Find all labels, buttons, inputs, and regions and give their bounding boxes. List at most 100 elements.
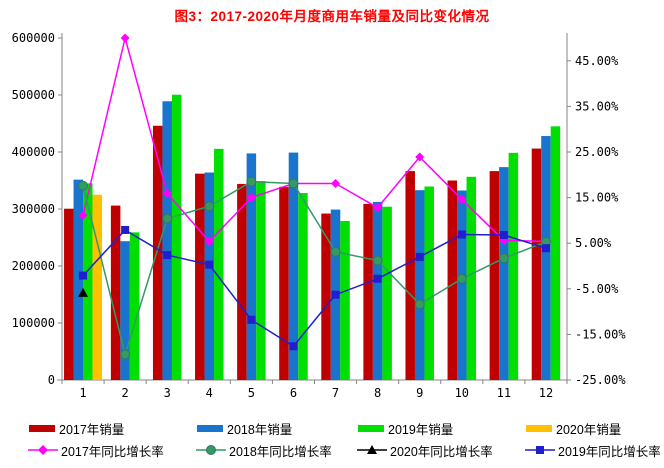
bar-2017年销量 (531, 148, 542, 380)
bar-2019年销量 (214, 148, 224, 380)
x-axis-tick-label: 4 (206, 386, 213, 400)
right-axis-tick-label: 5.00% (575, 236, 612, 250)
marker-diamond (373, 203, 383, 213)
x-axis-tick-label: 3 (164, 386, 171, 400)
marker-square (331, 290, 340, 299)
legend-item-2018年销量: 2018年销量 (196, 421, 293, 437)
marker-circle (204, 201, 215, 212)
marker-circle (456, 273, 467, 284)
marker-diamond (162, 188, 172, 198)
bar-2019年销量 (466, 176, 477, 380)
marker-diamond (78, 210, 88, 220)
bar-2018年销量 (120, 241, 130, 380)
legend-item-2017年同比增长率: 2017年同比增长率 (28, 443, 164, 459)
bar-2019年销量 (382, 206, 392, 380)
chart-plot-area: 0 100000 200000 300000 400000 500000 600000 -25… (12, 31, 627, 400)
legend-item-2019年同比增长率: 2019年同比增长率 (525, 443, 661, 459)
legend-label: 2018年销量 (227, 422, 293, 437)
x-axis-tick-label: 9 (416, 386, 423, 400)
marker-diamond (331, 178, 341, 188)
marker-square (79, 271, 88, 280)
legend-item-2018年同比增长率: 2018年同比增长率 (196, 443, 332, 459)
marker-diamond (246, 193, 256, 203)
marker-diamond (415, 152, 425, 162)
x-axis-tick-label: 7 (332, 386, 339, 400)
bar-2020年销量 (92, 194, 103, 380)
legend-line-swatch (357, 445, 387, 454)
legend-bar-swatch (197, 425, 223, 432)
left-axis-tick-label: 500000 (12, 88, 55, 102)
bar-2019年销量 (508, 152, 519, 380)
legend-label: 2017年销量 (59, 422, 125, 437)
legend-label: 2019年销量 (388, 422, 454, 437)
left-axis-tick-label: 100000 (12, 316, 55, 330)
legend-bar-swatch (29, 425, 55, 432)
bar-2017年销量 (489, 171, 500, 380)
x-axis-tick-label: 5 (248, 386, 255, 400)
marker-triangle (78, 287, 89, 297)
bar-2019年销量 (256, 181, 266, 380)
marker-diamond (204, 236, 214, 246)
x-axis-tick-label: 8 (374, 386, 381, 400)
legend-label: 2017年同比增长率 (61, 444, 164, 459)
marker-circle (246, 176, 257, 187)
bar-2018年销量 (414, 190, 425, 380)
left-axis-tick-label: 200000 (12, 259, 55, 273)
left-axis-tick-label: 600000 (12, 31, 55, 45)
marker-square (205, 260, 214, 269)
bar-2017年销量 (405, 171, 415, 380)
legend-bar-swatch (358, 425, 384, 432)
right-axis-tick-label: -5.00% (575, 282, 619, 296)
x-axis-tick-label: 10 (455, 386, 469, 400)
bar-2018年销量 (499, 167, 509, 380)
line-2017年同比增长率 (82, 37, 546, 243)
bar-2017年销量 (195, 173, 205, 380)
bar-2019年销量 (550, 126, 561, 380)
bar-2019年销量 (340, 220, 350, 380)
bar-2018年销量 (162, 101, 172, 381)
legend-item-2019年销量: 2019年销量 (357, 421, 454, 437)
marker-square (163, 251, 172, 260)
x-axis-tick-label: 2 (122, 386, 129, 400)
bar-2018年销量 (457, 190, 467, 380)
legend-item-2020年销量: 2020年销量 (525, 421, 621, 437)
marker-circle (498, 253, 509, 264)
bar-2017年销量 (447, 180, 458, 380)
left-axis-tick-label: 400000 (12, 145, 55, 159)
bar-2018年销量 (288, 152, 299, 380)
marker-square (499, 230, 508, 239)
x-axis-tick-label: 6 (290, 386, 297, 400)
marker-diamond (120, 33, 130, 43)
bar-2017年销量 (152, 125, 163, 380)
marker-circle (162, 213, 173, 224)
x-axis-tick-label: 1 (79, 386, 86, 400)
bar-2018年销量 (372, 201, 383, 380)
legend-label: 2019年同比增长率 (558, 444, 661, 459)
bar-2017年销量 (279, 186, 289, 380)
right-axis-tick-label: 15.00% (575, 191, 619, 205)
marker-square (121, 225, 130, 234)
legend-label: 2020年同比增长率 (390, 444, 493, 459)
marker-circle (288, 178, 299, 189)
bar-2019年销量 (298, 193, 308, 380)
left-axis-tick-label: 300000 (12, 202, 55, 216)
legend-item-2017年销量: 2017年销量 (28, 421, 125, 437)
marker-diamond (457, 194, 467, 204)
marker-square (373, 274, 382, 283)
bar-2019年销量 (83, 183, 93, 380)
right-axis-tick-label: 35.00% (575, 99, 619, 113)
right-axis-tick-label: -25.00% (575, 373, 626, 387)
marker-square (457, 230, 466, 239)
bar-2017年销量 (237, 183, 247, 380)
marker-circle (414, 299, 425, 310)
right-axis-tick-label: -15.00% (575, 327, 626, 341)
marker-circle (330, 246, 341, 257)
bar-2017年销量 (363, 203, 373, 380)
marker-square (289, 342, 298, 351)
marker-circle (372, 255, 383, 266)
left-axis-tick-label: 0 (48, 373, 55, 387)
legend-line-swatch (28, 445, 58, 455)
legend-bar-swatch (526, 425, 552, 432)
bar-2019年销量 (424, 186, 434, 380)
